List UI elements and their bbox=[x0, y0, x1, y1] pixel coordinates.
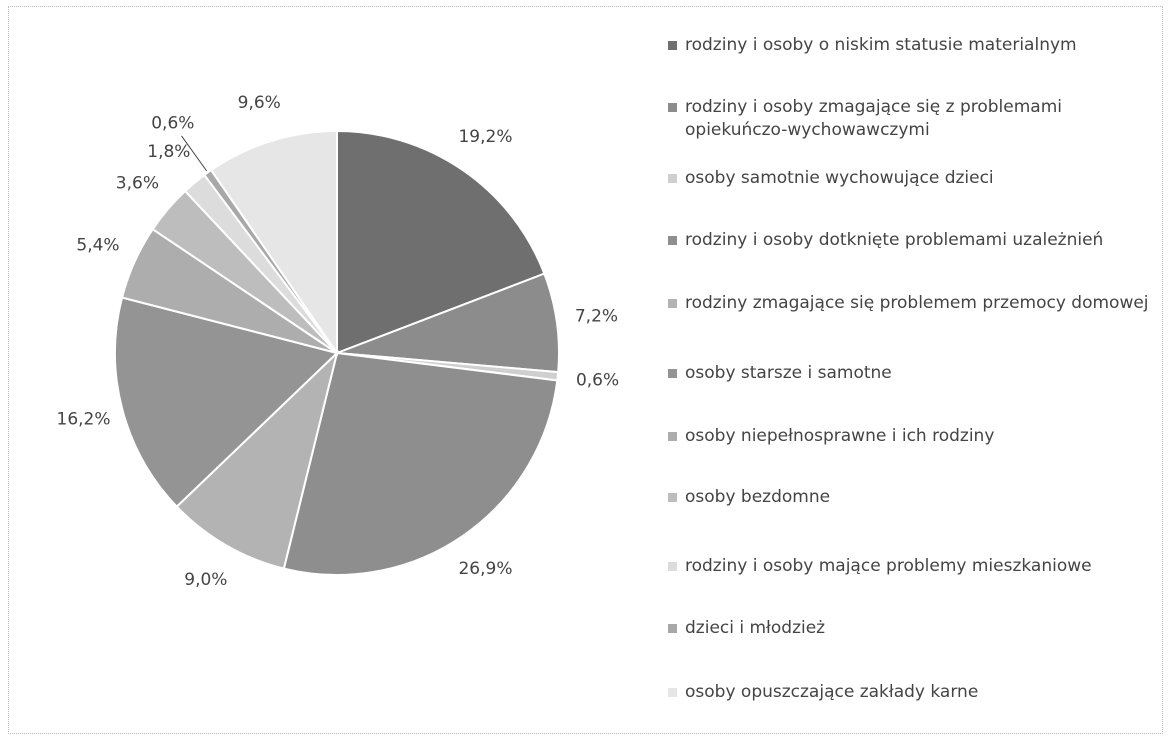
legend-swatch bbox=[668, 432, 677, 441]
pie-slice bbox=[175, 349, 339, 570]
data-label: 9,0% bbox=[184, 570, 227, 590]
data-label: 3,6% bbox=[116, 173, 159, 193]
pie-slice bbox=[209, 129, 338, 357]
legend-entry: dzieci i młodzież bbox=[668, 617, 1158, 640]
chart: 19,2% 7,2% 0,6% 26,9% 9,0% 16,2% 5,4% 3,6% 1,8% 0… bbox=[57, 93, 620, 590]
pie-slice bbox=[336, 129, 546, 355]
legend-swatch bbox=[668, 493, 677, 502]
legend-swatch bbox=[668, 174, 677, 183]
legend-label: rodziny i osoby dotknięte problemami uza… bbox=[685, 230, 1104, 250]
legend-label: osoby starsze i samotne bbox=[685, 363, 892, 383]
legend-entry: rodziny i osoby mające problemy mieszkan… bbox=[668, 555, 1158, 578]
legend-swatch bbox=[668, 41, 677, 50]
legend-label: rodziny i osoby zmagające się z problema… bbox=[685, 97, 1063, 140]
pie-slice bbox=[282, 351, 559, 576]
legend-swatch bbox=[668, 103, 677, 112]
data-label: 5,4% bbox=[76, 236, 119, 256]
data-label: 0,6% bbox=[576, 370, 619, 390]
legend-swatch bbox=[668, 369, 677, 378]
legend-label: rodziny i osoby o niskim statusie materi… bbox=[685, 35, 1077, 55]
data-label: 1,8% bbox=[147, 142, 190, 162]
leader-line bbox=[181, 135, 207, 172]
legend-label: rodziny i osoby mające problemy mieszkan… bbox=[685, 556, 1092, 576]
frame bbox=[8, 6, 1163, 734]
legend-entry: rodziny i osoby zmagające się z problema… bbox=[668, 96, 1158, 142]
data-label: 16,2% bbox=[57, 409, 111, 429]
legend-entry: osoby starsze i samotne bbox=[668, 362, 1158, 385]
legend-swatch bbox=[668, 562, 677, 571]
legend-label: osoby samotnie wychowujące dzieci bbox=[685, 168, 994, 188]
legend-entry: rodziny i osoby dotknięte problemami uza… bbox=[668, 229, 1158, 252]
legend-swatch bbox=[668, 624, 677, 633]
data-label: 7,2% bbox=[575, 307, 618, 327]
legend-swatch bbox=[668, 688, 677, 697]
data-label: 26,9% bbox=[458, 559, 512, 579]
legend-entry: osoby samotnie wychowujące dzieci bbox=[668, 167, 1158, 190]
data-label: 9,6% bbox=[238, 93, 281, 113]
pie-slice bbox=[336, 272, 560, 374]
legend-swatch bbox=[668, 236, 677, 245]
legend-label: rodziny zmagające się problemem przemocy… bbox=[685, 293, 1149, 313]
legend-label: osoby opuszczające zakłady karne bbox=[685, 682, 979, 702]
legend-entry: rodziny i osoby o niskim statusie materi… bbox=[668, 34, 1158, 57]
data-label: 19,2% bbox=[458, 127, 512, 147]
legend-label: dzieci i młodzież bbox=[685, 618, 826, 638]
legend-entry: rodziny zmagające się problemem przemocy… bbox=[668, 292, 1158, 315]
legend-entry: osoby niepełnosprawne i ich rodziny bbox=[668, 425, 1158, 448]
legend-entry: osoby bezdomne bbox=[668, 486, 1158, 509]
legend-label: osoby niepełnosprawne i ich rodziny bbox=[685, 426, 995, 446]
legend-entry: osoby opuszczające zakłady karne bbox=[668, 681, 1158, 704]
legend-swatch bbox=[668, 299, 677, 308]
legend-label: osoby bezdomne bbox=[685, 487, 831, 507]
data-label: 0,6% bbox=[151, 114, 194, 134]
pie-slice bbox=[114, 296, 339, 509]
